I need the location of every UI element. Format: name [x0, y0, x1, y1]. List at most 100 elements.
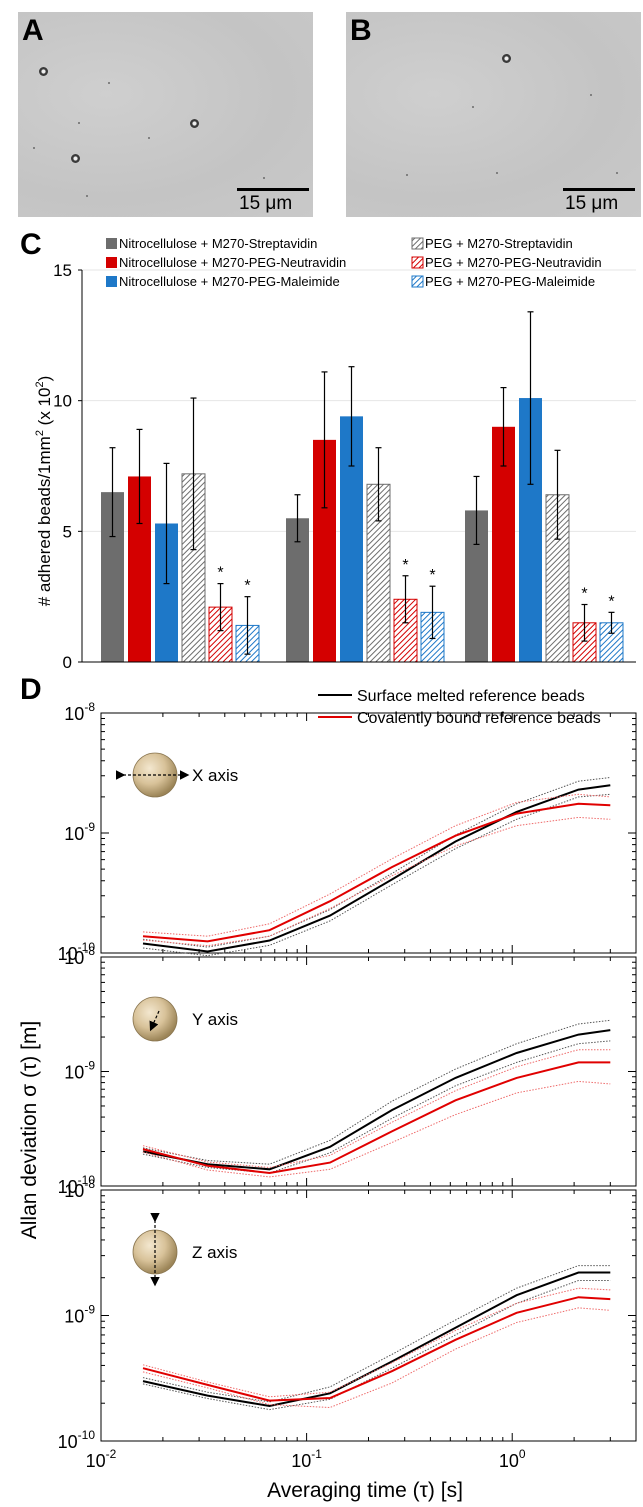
series-line [142, 1296, 611, 1402]
series-line [142, 1061, 611, 1175]
y-tick-label: 10-8 [64, 1177, 95, 1201]
legend-label: Surface melted reference beads [357, 688, 585, 705]
debris [33, 147, 35, 149]
y-tick-label: 0 [63, 653, 72, 668]
debris [86, 195, 88, 197]
significance-marker: * [217, 565, 223, 582]
legend: Surface melted reference beads Covalently… [318, 688, 601, 727]
y-tick-label: 10 [53, 392, 72, 411]
series-line [142, 1029, 611, 1171]
bar [519, 398, 542, 662]
bar-chart: Nitrocellulose + M270-Streptavidin Nitroc… [34, 236, 636, 668]
series-line [142, 1271, 611, 1408]
legend-swatch [106, 276, 117, 287]
bead [39, 67, 48, 76]
y-axis-label: # adhered beads/1mm2 (x 102) [34, 376, 54, 607]
plot-frame [100, 956, 637, 1187]
confidence-lower [142, 1280, 611, 1411]
confidence-upper [142, 1287, 611, 1398]
scale-label: 15 μm [239, 193, 293, 214]
legend-item: Surface melted reference beads [318, 688, 585, 705]
panel-letter-a: A [22, 14, 44, 47]
legend-label: PEG + M270-PEG-Neutravidin [425, 255, 602, 270]
debris [406, 174, 408, 176]
y-tick-label: 10-9 [64, 1059, 95, 1083]
micrograph-background [346, 12, 641, 217]
x-axis-label: Averaging time (τ) [s] [267, 1479, 463, 1502]
confidence-lower [142, 816, 611, 947]
bead [190, 119, 199, 128]
y-tick-label: 5 [63, 522, 72, 541]
legend-label: Nitrocellulose + M270-Streptavidin [119, 236, 317, 251]
legend-item: Nitrocellulose + M270-PEG-Neutravidin [106, 255, 346, 270]
legend-item: PEG + M270-PEG-Maleimide [411, 274, 595, 289]
confidence-lower [142, 1307, 611, 1409]
y-tick-label: 15 [53, 261, 72, 280]
confidence-upper [142, 1049, 611, 1169]
legend-item: Nitrocellulose + M270-PEG-Maleimide [106, 274, 340, 289]
panel-letter-c: C [20, 228, 42, 261]
legend: Nitrocellulose + M270-Streptavidin Nitroc… [106, 236, 602, 289]
legend-label: Covalently bound reference beads [357, 710, 601, 727]
y-tick-label: 10-8 [64, 700, 95, 724]
legend-swatch [411, 256, 424, 269]
debris [78, 122, 80, 124]
legend-item: Nitrocellulose + M270-Streptavidin [106, 236, 317, 251]
bead-sphere [132, 996, 178, 1042]
significance-marker: * [244, 578, 250, 595]
significance-marker: * [402, 557, 408, 574]
scale-bar [237, 188, 309, 191]
legend-item: Covalently bound reference beads [318, 710, 601, 727]
panel-letter-d: D [20, 673, 42, 706]
legend-swatch [106, 257, 117, 268]
debris [263, 177, 265, 179]
panel-letter-b: B [350, 14, 372, 47]
y-tick-label: 10-9 [64, 1303, 95, 1327]
bead-illustration [132, 996, 178, 1042]
y-tick-label: 10-8 [64, 944, 95, 968]
axis-arrow [149, 1010, 160, 1032]
x-tick-label: 10-1 [291, 1447, 322, 1471]
debris [616, 172, 618, 174]
legend-item: PEG + M270-Streptavidin [411, 236, 573, 251]
axis-label: Y axis [192, 1010, 238, 1029]
bar [313, 439, 336, 662]
series-line [142, 802, 611, 943]
bead [71, 154, 80, 163]
subplot-y-axis: 10-10 10-9 10-8 Y axis [58, 944, 637, 1197]
y-axis-label: Allan deviation σ (τ) [m] [18, 1021, 41, 1240]
debris [496, 172, 498, 174]
bar [155, 523, 178, 662]
axes: 05101550 mM NaCl500 mM NaCl500 mM NaCl+ … [53, 261, 636, 668]
significance-marker: * [608, 593, 614, 610]
legend-label: Nitrocellulose + M270-PEG-Neutravidin [119, 255, 346, 270]
scale-bar [563, 188, 635, 191]
confidence-upper [142, 793, 611, 937]
scale-label: 15 μm [565, 193, 619, 214]
bead-illustration [115, 752, 190, 798]
bead [502, 54, 511, 63]
bars: * * * * * * [101, 311, 624, 663]
micrograph-b: B 15 μm [346, 12, 641, 217]
x-tick-label: 10-2 [86, 1447, 117, 1471]
debris [590, 94, 592, 96]
bar [465, 510, 488, 662]
legend-swatch [106, 238, 117, 249]
bar [286, 518, 309, 662]
legend-item: PEG + M270-PEG-Neutravidin [411, 255, 602, 270]
legend-swatch [411, 275, 424, 288]
legend-label: Nitrocellulose + M270-PEG-Maleimide [119, 274, 340, 289]
debris [148, 137, 150, 139]
legend-swatch [411, 237, 424, 250]
legend-label: PEG + M270-Streptavidin [425, 236, 573, 251]
subplot-z-axis: 10-10 10-9 10-8 Z axis [58, 1177, 637, 1452]
y-tick-label: 10-9 [64, 820, 95, 844]
bar [340, 416, 363, 662]
confidence-lower [142, 1080, 611, 1178]
debris [472, 106, 474, 108]
micrograph-background [18, 12, 313, 217]
significance-marker: * [429, 567, 435, 584]
confidence-lower [142, 1040, 611, 1174]
micrograph-a: A 15 μm [18, 12, 313, 217]
